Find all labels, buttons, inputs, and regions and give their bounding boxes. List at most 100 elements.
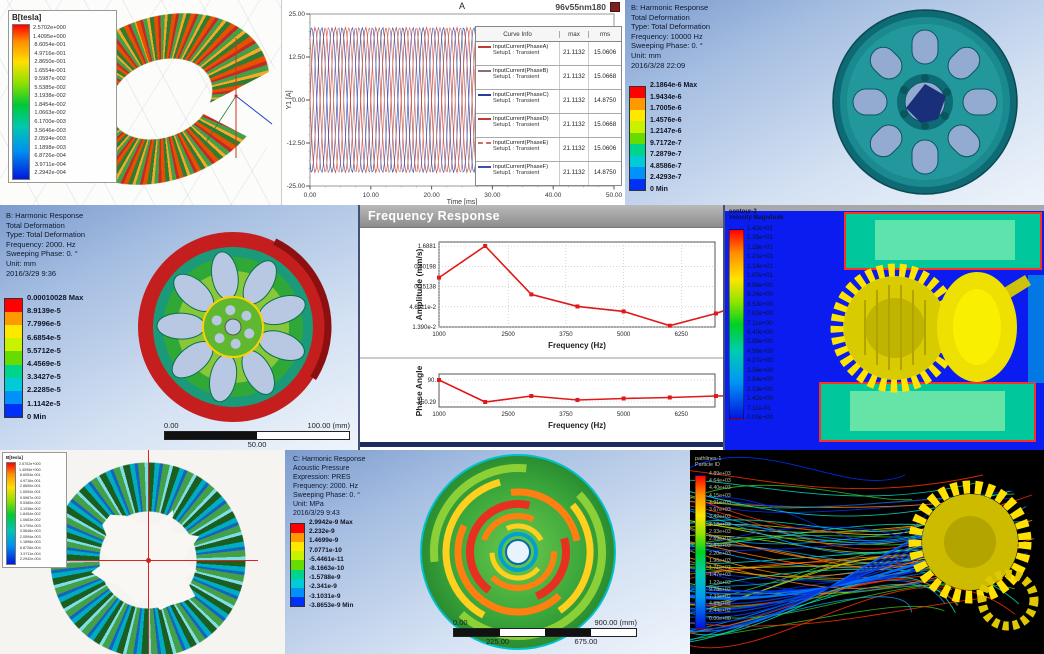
legend-label: 1.2147e-6 [650,128,682,135]
pathline-value: 2.93e+03 [709,528,731,535]
header-line: Unit: mm [6,258,36,268]
header-line: C: Harmonic Response [293,456,366,463]
curve-max: 21.1132 [560,114,589,137]
curve-name: InputCurrent(PhaseD) [493,116,549,122]
rotor-colorbar [6,462,16,565]
input-currents-plot-panel: 25.00 12.50 0.00 -12.50 -25.00 0.00 10.00 20.00… [281,0,626,205]
pathline-value: 2.44e+03 [709,543,731,550]
legend-label: 7.7996e-5 [27,319,61,329]
window-titlebar[interactable]: Frequency Response [360,205,723,228]
curve-line-sample [478,118,491,120]
header-line: Expression: PRES [293,474,351,481]
pathline-value: 4.89e+02 [709,601,731,608]
rotor-legend-value: 3.1938e-002 [19,506,41,511]
header-line: 2016/3/29 9:36 [6,268,57,278]
svg-text:Phase Angle: Phase Angle [414,365,424,416]
pathline-value: 4.89e+03 [709,471,731,477]
legend-label: 1.1142e-5 [27,398,61,408]
flux-legend-value: 6.8726e-004 [34,153,66,160]
rotor-legend-value: 3.5646e-003 [19,529,41,534]
velocity-value: 9.24e+00 [747,291,773,299]
header-line: Sweeping Phase: 0. ° [6,249,78,259]
legend-label: -5.4461e-11 [309,555,344,563]
svg-text:0.15138: 0.15138 [414,285,436,291]
curve-line-sample [478,94,491,96]
legend-band [291,523,304,533]
legend-label: -3.8653e-9 Min [309,601,354,609]
header-line: Type: Total Deformation [631,22,711,32]
svg-text:Time [ms]: Time [ms] [447,199,478,205]
rotor-inner-cavity [91,509,200,610]
legend-band [291,587,304,598]
pathline-value: 4.40e+03 [709,485,731,492]
pathline-value: 3.42e+03 [709,514,731,521]
rotor-legend-value: 2.5702e+000 [19,462,41,466]
rotor-legend-value: 8.6054e-001 [19,473,41,478]
header-line: Frequency: 2000. Hz [6,239,76,249]
svg-text:1000: 1000 [432,412,446,418]
legend-band [291,532,304,542]
svg-text:6250: 6250 [675,332,689,338]
flux-legend-value: 2.8650e-001 [34,59,66,66]
flux-legend-value: 8.6054e-001 [34,42,66,49]
harmonic-10000-legend: 2.1864e-6 Max 1.9434e-6 1.7005e-6 1.4576e-6… [629,80,697,195]
rotor-legend-value: 2.0594e-003 [19,534,41,539]
curve-setup: Setup1 : Transient [493,50,540,56]
curve-max: 21.1132 [560,162,589,185]
svg-text:12.50: 12.50 [289,54,306,61]
velocity-value: 0.00e+00 [747,414,773,422]
rotor-legend-value: 1.1898e-003 [19,540,41,545]
velocity-value: 1.42e+01 [747,225,773,232]
velocity-value: 2.13e+00 [747,385,773,393]
flux-legend-values: 2.5702e+000 1.4095e+000 8.6054e-001 4.9716e… [33,24,66,180]
svg-text:1000: 1000 [432,332,446,338]
rotor-legend-value: 9.5987e-002 [19,495,41,500]
acoustic-disc [420,454,616,650]
svg-text:3750: 3750 [559,332,573,338]
svg-text:4.6011e-2: 4.6011e-2 [409,305,436,311]
legend-label: 8.9139e-5 [27,306,61,316]
flux-legend-value: 3.1938e-002 [34,93,66,100]
curve-setup: Setup1 : Transient [493,74,540,80]
impeller-gear [908,480,1039,631]
legend-label: 0.00010028 Max [27,293,84,302]
legend-band [291,541,304,552]
header-line: Unit: mm [631,50,661,60]
svg-text:0.00: 0.00 [292,97,305,104]
legend-label: -2.341e-9 [309,583,337,591]
legend-label: -8.1663e-10 [309,564,345,572]
legend-band [630,98,645,110]
flux-legend-value: 2.5702e+000 [33,25,66,31]
flux-legend-value: 1.6554e-001 [34,67,66,74]
window-bottom-border [360,442,723,447]
svg-text:3750: 3750 [559,412,573,418]
window-title: Frequency Response [368,209,500,223]
legend-label: 0 Min [650,185,668,193]
col-curve-info: Curve Info [476,30,560,38]
curve-info-table: Curve Info max rms InputCurrent(PhaseA) … [475,26,622,186]
scale-q3: 675.00 [574,637,598,646]
legend-band [5,324,22,339]
svg-text:Frequency (Hz): Frequency (Hz) [548,421,606,430]
legend-label: 5.5712e-5 [27,345,61,355]
svg-text:90.: 90. [428,378,437,384]
legend-band [5,364,22,378]
legend-label: 4.4569e-5 [27,358,61,368]
col-rms: rms [599,30,611,38]
flux-legend-value: 9.5987e-002 [34,76,66,83]
window-icon[interactable] [610,2,620,12]
velocity-value: 6.40e+00 [747,328,773,336]
curve-name: InputCurrent(PhaseE) [493,140,549,146]
crosshair-center-dot [146,558,151,563]
legend-band [5,390,22,405]
pathline-value: 2.44e+02 [709,608,731,615]
curve-line-sample [478,70,491,72]
legend-labels: 2.1864e-6 Max 1.9434e-6 1.7005e-6 1.4576e-6… [650,80,697,195]
rotor-legend-value: 1.8454e-002 [19,512,41,517]
pathlines-values: 4.89e+03 4.64e+03 4.40e+03 4.15e+03 3.91e+03… [709,471,731,629]
curve-max: 21.1132 [560,42,589,65]
legend-labels: 2.9942e-9 Max 2.232e-9 1.4699e-9 7.0771e-10… [309,518,353,610]
legend-band [630,178,645,191]
flux-legend-box: B[tesla] 2.5702e+000 1.4095e+000 8.6054e-0… [8,10,117,183]
curve-rms: 15.0606 [593,145,617,152]
